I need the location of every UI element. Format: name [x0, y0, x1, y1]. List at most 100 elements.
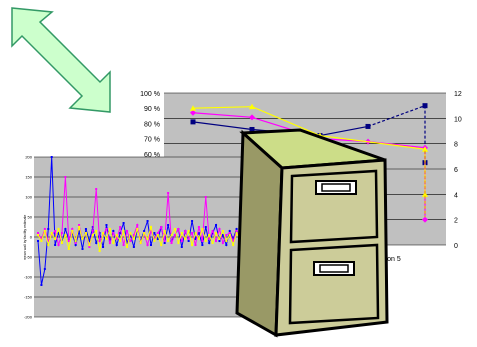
data-point — [422, 216, 428, 223]
data-point — [218, 238, 221, 240]
data-point — [119, 226, 122, 228]
data-point — [173, 228, 176, 230]
data-point — [190, 109, 196, 116]
data-point — [232, 244, 235, 246]
noise-chart: 200 150 100 50 0 -50 -100 -150 -200 mean wall by… — [23, 155, 244, 320]
data-point — [143, 230, 146, 232]
left-tick-label: 90 % — [144, 106, 160, 113]
data-point — [50, 156, 53, 158]
data-point — [191, 232, 194, 234]
data-point — [187, 240, 190, 242]
data-point — [84, 228, 87, 230]
data-point — [40, 238, 43, 240]
data-point — [201, 240, 204, 242]
drawer-handle-top-inner — [321, 183, 351, 192]
data-point — [50, 232, 53, 234]
data-point — [208, 242, 211, 244]
data-point — [112, 230, 115, 232]
left-axis-ticks: 100 % 90 % 80 % 70 % 60 % — [140, 91, 160, 159]
data-point — [40, 240, 43, 242]
data-point — [43, 228, 46, 230]
data-point — [228, 234, 231, 236]
data-point — [146, 220, 149, 222]
data-point — [57, 232, 60, 234]
right-tick-label: 6 — [454, 167, 458, 174]
data-point — [228, 230, 231, 232]
data-point — [146, 238, 149, 240]
data-point — [211, 232, 214, 234]
data-point — [208, 234, 211, 236]
data-point — [40, 284, 43, 286]
data-point — [215, 240, 218, 242]
data-point — [191, 220, 194, 222]
data-point — [74, 242, 77, 244]
data-point — [167, 240, 170, 242]
data-point — [67, 240, 70, 242]
left-tick-label: 70 % — [144, 137, 160, 144]
data-point — [197, 232, 200, 234]
data-point — [88, 240, 91, 242]
data-point — [91, 230, 94, 232]
data-point — [156, 234, 159, 236]
y-axis-label-2: mean wall by facility estimate — [23, 215, 27, 260]
data-point — [194, 238, 197, 240]
data-point — [197, 238, 200, 240]
data-point — [225, 234, 228, 236]
data-point — [177, 228, 180, 230]
left-tick-label: 80 % — [144, 121, 160, 128]
data-point — [64, 228, 67, 230]
data-point — [197, 226, 200, 228]
data-point — [98, 250, 101, 252]
data-point — [170, 234, 173, 236]
data-point — [54, 230, 57, 232]
data-point — [54, 238, 57, 240]
data-point — [126, 246, 129, 248]
data-point — [221, 234, 224, 236]
data-point — [129, 232, 132, 234]
data-point — [88, 244, 91, 246]
y-tick-label: -150 — [24, 295, 33, 300]
data-point — [50, 234, 53, 236]
data-point — [88, 246, 91, 248]
data-point — [191, 244, 194, 246]
data-point — [54, 244, 57, 246]
series-dashed-line — [367, 105, 426, 128]
data-point — [187, 230, 190, 232]
data-point — [211, 230, 214, 232]
data-point — [126, 230, 129, 232]
data-point — [57, 244, 60, 246]
data-point — [64, 234, 67, 236]
data-point — [60, 242, 63, 244]
data-point — [102, 232, 105, 234]
data-point — [119, 232, 122, 234]
data-point — [160, 226, 163, 228]
data-point — [249, 126, 255, 132]
data-point — [211, 242, 214, 244]
data-point — [204, 226, 207, 228]
y-tick-label: -200 — [24, 315, 33, 320]
data-point — [143, 232, 146, 234]
data-point — [149, 244, 152, 246]
data-point — [235, 232, 238, 234]
right-tick-label: 8 — [454, 142, 458, 149]
data-point — [221, 230, 224, 232]
data-point — [177, 242, 180, 244]
data-point — [119, 240, 122, 242]
data-point — [204, 240, 207, 242]
data-point — [67, 248, 70, 250]
data-point — [180, 246, 183, 248]
data-point — [136, 228, 139, 230]
data-point — [47, 244, 50, 246]
data-point — [139, 242, 142, 244]
data-point — [47, 240, 50, 242]
data-point — [112, 232, 115, 234]
data-point — [122, 230, 125, 232]
data-point — [190, 105, 196, 111]
data-point — [132, 238, 135, 240]
data-point — [225, 240, 228, 242]
data-point — [37, 240, 39, 242]
data-point — [95, 242, 98, 244]
data-point — [81, 248, 84, 250]
data-point — [98, 232, 101, 234]
